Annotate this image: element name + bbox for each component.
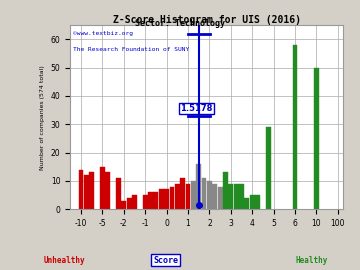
Bar — [207, 181, 212, 209]
Bar — [78, 170, 84, 209]
Bar — [314, 68, 319, 209]
Bar — [239, 184, 244, 209]
Bar — [212, 184, 217, 209]
Bar — [228, 184, 233, 209]
Bar — [132, 195, 137, 209]
Bar — [266, 127, 271, 209]
Bar — [84, 175, 89, 209]
Bar — [148, 192, 153, 209]
Text: 1.5178: 1.5178 — [180, 104, 213, 113]
Bar — [164, 190, 169, 209]
Bar — [234, 184, 239, 209]
Bar — [100, 167, 105, 209]
Bar — [255, 195, 260, 209]
Bar — [202, 178, 206, 209]
Text: ©www.textbiz.org: ©www.textbiz.org — [73, 31, 133, 36]
Text: Score: Score — [153, 256, 178, 265]
Bar — [186, 184, 190, 209]
Bar — [191, 181, 196, 209]
Bar — [89, 173, 94, 209]
Bar — [116, 178, 121, 209]
Bar — [105, 173, 110, 209]
Bar — [196, 164, 201, 209]
Bar — [143, 195, 148, 209]
Text: Unhealthy: Unhealthy — [43, 256, 85, 265]
Text: Sector: Technology: Sector: Technology — [135, 19, 225, 28]
Bar — [223, 173, 228, 209]
Bar — [121, 201, 126, 209]
Bar — [159, 190, 164, 209]
Y-axis label: Number of companies (574 total): Number of companies (574 total) — [40, 65, 45, 170]
Bar — [170, 187, 174, 209]
Text: The Research Foundation of SUNY: The Research Foundation of SUNY — [73, 47, 189, 52]
Text: Healthy: Healthy — [295, 256, 328, 265]
Bar — [127, 198, 131, 209]
Bar — [218, 187, 222, 209]
Bar — [244, 198, 249, 209]
Title: Z-Score Histogram for UIS (2016): Z-Score Histogram for UIS (2016) — [113, 15, 301, 25]
Bar — [175, 184, 180, 209]
Bar — [293, 45, 297, 209]
Bar — [153, 192, 158, 209]
Bar — [180, 178, 185, 209]
Bar — [250, 195, 255, 209]
